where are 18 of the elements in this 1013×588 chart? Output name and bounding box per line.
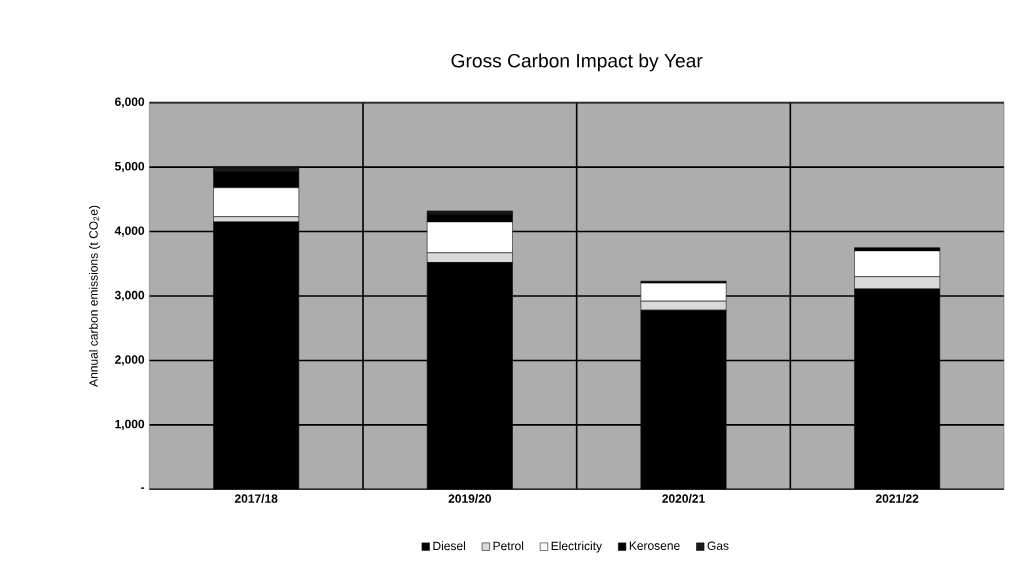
chart-title: Gross Carbon Impact by Year bbox=[451, 53, 703, 72]
y-tick-label: 2,000 bbox=[115, 355, 145, 366]
y-axis-title: Annual carbon emissions (t CO$_{2}$e) bbox=[88, 205, 101, 387]
legend-label: Petrol bbox=[493, 541, 524, 551]
legend-label: Diesel bbox=[433, 541, 465, 551]
x-tick-label: 2019/20 bbox=[448, 494, 492, 503]
y-tick-label: 6,000 bbox=[115, 97, 145, 108]
x-tick-label: 2020/21 bbox=[662, 494, 705, 503]
y-tick-label: 4,000 bbox=[114, 226, 145, 237]
y-tick-label: - bbox=[141, 487, 145, 489]
legend-label: Electricity bbox=[551, 541, 603, 553]
y-tick-label: 3,000 bbox=[114, 290, 145, 302]
x-tick-label: 2021/22 bbox=[875, 494, 919, 503]
y-tick-label: 1,000 bbox=[115, 419, 145, 430]
legend-label: Kerosene bbox=[629, 541, 680, 550]
legend-label: Gas bbox=[707, 541, 729, 550]
y-tick-label: 5,000 bbox=[114, 161, 145, 173]
x-tick-label: 2017/18 bbox=[234, 494, 278, 503]
